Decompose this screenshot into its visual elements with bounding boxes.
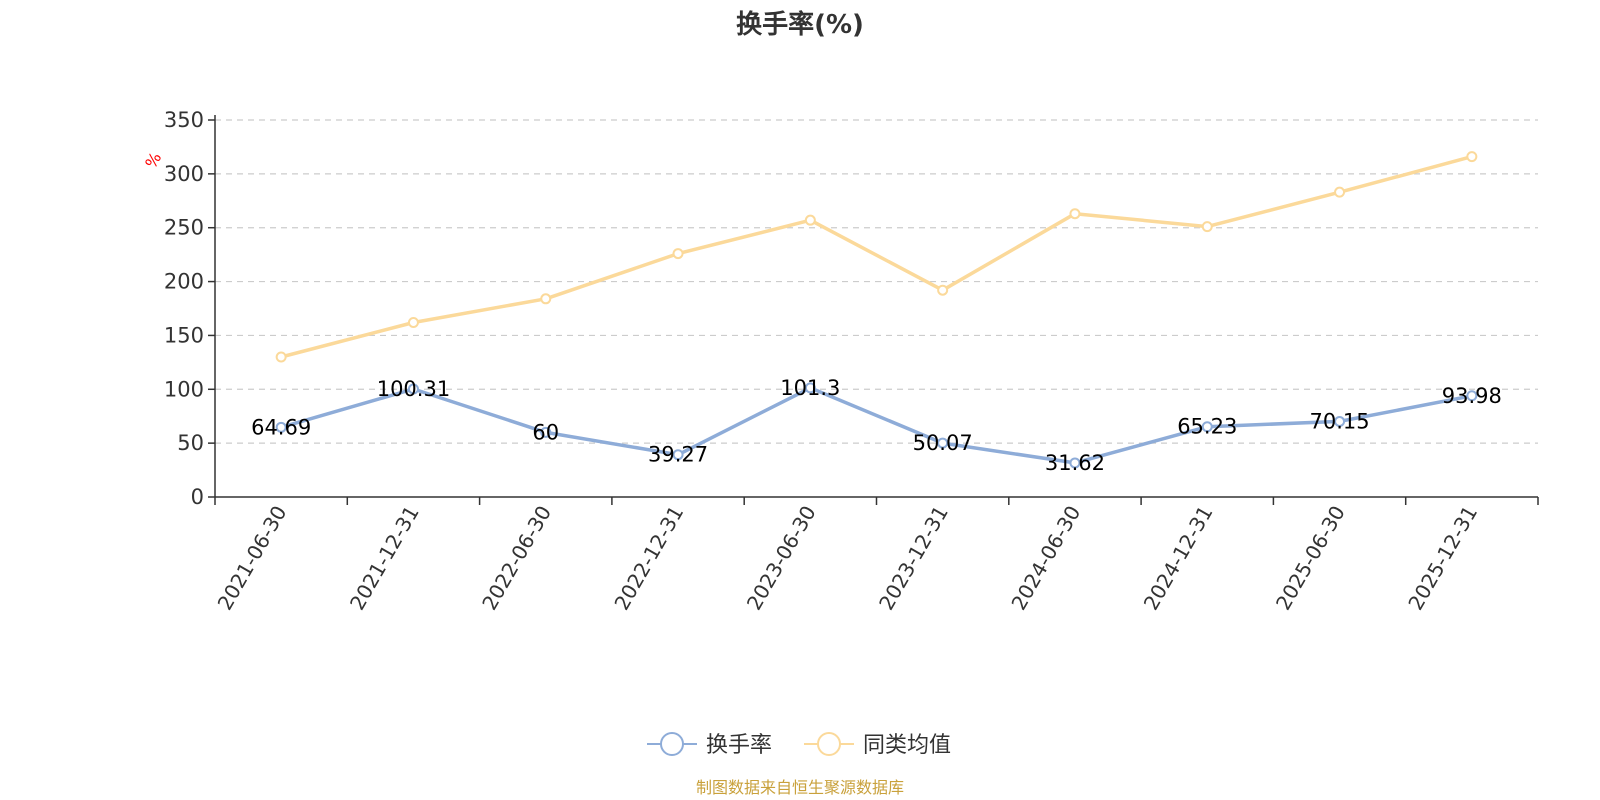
data-point	[1069, 457, 1081, 469]
x-tick-label: 2025-12-31	[1403, 502, 1482, 615]
data-point	[407, 383, 419, 395]
x-tick-label: 2025-06-30	[1271, 502, 1350, 615]
data-label: 65.23	[1177, 415, 1237, 439]
x-tick-label: 2023-12-31	[874, 502, 953, 615]
legend-marker-icon[interactable]	[660, 732, 684, 756]
data-point	[804, 382, 816, 394]
y-axis-unit-label: %	[141, 149, 165, 172]
data-label: 60	[532, 420, 559, 444]
legend-item-label[interactable]: 换手率	[706, 733, 772, 758]
data-point	[1466, 151, 1478, 163]
data-point	[407, 317, 419, 329]
data-point	[1201, 221, 1213, 233]
x-tick-label: 2023-06-30	[742, 502, 821, 615]
data-point	[672, 248, 684, 260]
y-tick-label: 200	[164, 270, 204, 294]
data-point	[275, 351, 287, 363]
data-labels: 64.69 100.31 60 39.27 101.3 50.07 31.62 65.23 70…	[251, 376, 1502, 475]
legend-marker-icon[interactable]	[817, 732, 841, 756]
y-tick-label: 300	[164, 162, 204, 186]
y-tick-label: 150	[164, 323, 204, 347]
x-tick-label: 2021-06-30	[213, 502, 292, 615]
y-tick-label: 250	[164, 216, 204, 240]
x-tick-label: 2024-06-30	[1006, 502, 1085, 615]
data-point	[540, 426, 552, 438]
x-axis: 2021-06-30 2021-12-31 2022-06-30 2022-12-31…	[213, 496, 1539, 615]
data-label: 100.31	[377, 377, 450, 401]
data-point	[937, 284, 949, 296]
x-tick-label: 2022-12-31	[609, 502, 688, 615]
series-line	[279, 154, 1474, 359]
data-point	[1466, 390, 1478, 402]
data-label: 50.07	[913, 431, 973, 455]
y-tick-label: 50	[177, 431, 204, 455]
data-point	[1334, 186, 1346, 198]
chart-title: 换手率(%)	[736, 9, 864, 40]
y-tick-label: 350	[164, 108, 204, 132]
data-label: 31.62	[1045, 451, 1105, 475]
x-tick-label: 2022-06-30	[477, 502, 556, 615]
data-point	[937, 437, 949, 449]
x-tick-label: 2021-12-31	[345, 502, 424, 615]
x-tick-label: 2024-12-31	[1139, 502, 1218, 615]
legend-item-label[interactable]: 同类均值	[863, 733, 951, 758]
series-line	[279, 386, 1474, 465]
data-label: 70.15	[1309, 409, 1369, 433]
y-tick-label: 0	[191, 485, 204, 509]
data-point	[1069, 208, 1081, 220]
data-label: 64.69	[251, 415, 311, 439]
data-point	[804, 214, 816, 226]
data-point	[275, 421, 287, 433]
legend[interactable]: 换手率 同类均值	[647, 732, 951, 758]
data-point	[1334, 415, 1346, 427]
y-tick-label: 100	[164, 377, 204, 401]
data-point	[1201, 421, 1213, 433]
grid-lines	[215, 119, 1538, 444]
data-label: 101.3	[780, 376, 840, 400]
series-layer	[275, 151, 1478, 469]
data-label: 39.27	[648, 443, 708, 467]
source-note: 制图数据来自恒生聚源数据库	[696, 778, 904, 797]
y-axis: 0 50 100 150 200 250 300 350	[164, 108, 216, 509]
data-label: 93.98	[1442, 384, 1502, 408]
data-point	[672, 449, 684, 461]
data-point	[540, 293, 552, 305]
